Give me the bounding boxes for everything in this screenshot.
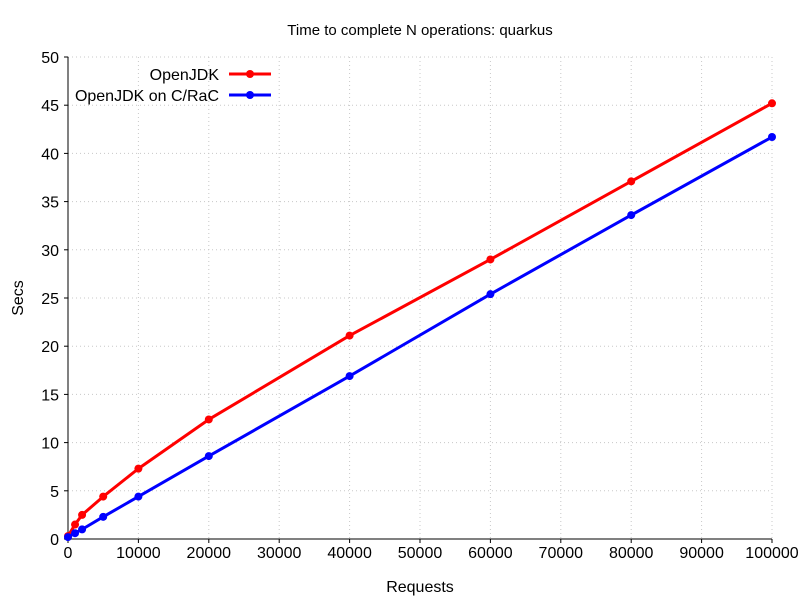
series-line	[66, 101, 773, 537]
x-tick-label: 100000	[745, 545, 798, 562]
data-point	[627, 211, 636, 220]
grid	[68, 56, 773, 539]
x-tick-label: 90000	[679, 545, 724, 562]
series-openjdk	[64, 99, 776, 541]
data-point	[204, 452, 213, 461]
y-tick-label: 25	[41, 291, 59, 308]
series	[64, 99, 776, 542]
y-tick-label: 50	[41, 50, 59, 67]
data-point	[134, 492, 143, 501]
legend-label: OpenJDK on C/RaC	[75, 88, 219, 105]
data-point	[78, 525, 87, 534]
x-tick-label: 60000	[468, 545, 513, 562]
series-line	[67, 135, 773, 539]
x-tick-label: 40000	[327, 545, 372, 562]
series-openjdk-crac	[64, 133, 776, 542]
x-axis-label: Requests	[386, 579, 454, 596]
y-tick-label: 15	[41, 387, 59, 404]
x-tick-label: 20000	[187, 545, 232, 562]
data-point	[99, 512, 108, 521]
data-point	[345, 331, 354, 340]
legend-entry: OpenJDK on C/RaC	[75, 88, 271, 105]
legend: OpenJDK OpenJDK on C/RaC	[75, 67, 271, 105]
data-point	[71, 529, 80, 538]
y-axis-ticks: 0 5 10 15 20 25 30 35 40 45 50	[41, 50, 68, 549]
legend-label: OpenJDK	[150, 67, 220, 84]
y-tick-label: 35	[41, 195, 59, 212]
y-tick-label: 0	[50, 532, 59, 549]
data-point	[486, 290, 495, 299]
x-tick-label: 30000	[257, 545, 302, 562]
data-point	[486, 255, 495, 264]
y-tick-label: 5	[50, 484, 59, 501]
data-point	[71, 520, 80, 529]
legend-entry: OpenJDK	[150, 67, 271, 84]
data-point	[768, 99, 776, 108]
y-tick-label: 40	[41, 146, 59, 163]
data-point	[768, 133, 776, 142]
y-tick-label: 10	[41, 436, 59, 453]
data-point	[204, 415, 213, 424]
x-tick-label: 70000	[539, 545, 584, 562]
data-point	[78, 510, 87, 519]
x-axis-ticks: 0 10000 20000 30000 40000 50000 60000 70000 8000…	[64, 539, 799, 562]
data-point	[99, 492, 108, 501]
data-point	[64, 533, 72, 542]
x-tick-label: 50000	[398, 545, 443, 562]
x-tick-label: 0	[64, 545, 73, 562]
chart-title: Time to complete N operations: quarkus	[287, 22, 552, 39]
y-tick-label: 30	[41, 243, 59, 260]
x-tick-label: 10000	[116, 545, 161, 562]
x-tick-label: 80000	[609, 545, 654, 562]
y-axis-label: Secs	[10, 280, 27, 316]
legend-marker	[246, 91, 254, 99]
data-point	[134, 464, 143, 473]
data-point	[345, 372, 354, 381]
legend-marker	[246, 70, 254, 78]
y-tick-label: 20	[41, 339, 59, 356]
y-tick-label: 45	[41, 98, 59, 115]
data-point	[627, 177, 636, 186]
